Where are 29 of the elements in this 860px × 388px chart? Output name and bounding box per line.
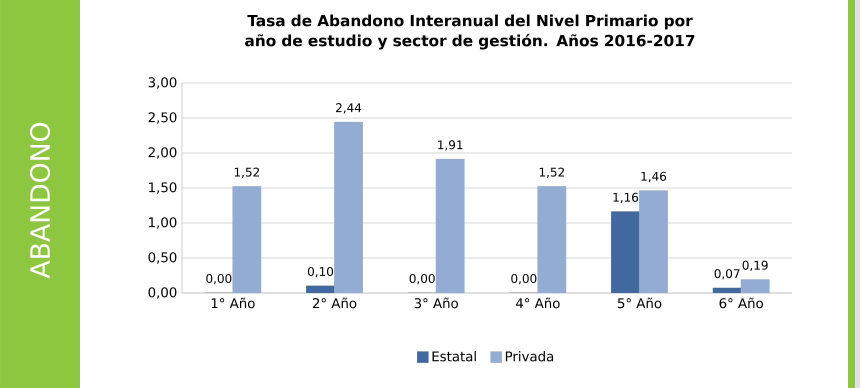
data-label: 0,19 — [742, 260, 768, 271]
data-label: 1,16 — [613, 192, 638, 204]
x-tick-label: 3° Año — [414, 298, 458, 308]
data-label: 2,44 — [336, 103, 362, 114]
data-label: 1,52 — [540, 168, 564, 178]
y-tick-label: 2,00 — [148, 147, 176, 159]
data-label: 0,00 — [511, 274, 536, 284]
data-label: 1,91 — [438, 140, 462, 151]
x-tick-label: 6° Año — [720, 298, 763, 308]
x-tick-label: 1° Año — [212, 298, 255, 308]
legend-label: Estatal — [432, 351, 476, 362]
x-tick-label: 5° Año — [618, 298, 662, 308]
data-label: 0,00 — [410, 274, 435, 284]
y-tick-label: 2,50 — [148, 112, 176, 124]
text: ABANDONO — [30, 122, 50, 278]
y-tick-label: 1,00 — [149, 217, 176, 229]
y-tick-label: 1,50 — [149, 182, 176, 194]
data-label: 0,00 — [206, 274, 232, 284]
y-tick-label: 0,50 — [148, 252, 176, 264]
data-label: 1,46 — [641, 172, 666, 182]
x-tick-label: 4° Año — [516, 298, 560, 308]
data-label: 0,07 — [714, 269, 740, 280]
y-tick-label: 3,00 — [148, 77, 176, 89]
data-label: 1,52 — [234, 168, 260, 178]
chart-title: Tasa de Abandono Interanual del Nivel Primario por año de estudio y sector de gestión. Años 2016-2017 — [245, 14, 694, 50]
y-tick-label: 0,00 — [148, 287, 176, 299]
data-label: 0,10 — [308, 266, 334, 278]
x-tick-label: 2° Año — [312, 298, 356, 308]
legend-label: Privada — [506, 351, 554, 362]
